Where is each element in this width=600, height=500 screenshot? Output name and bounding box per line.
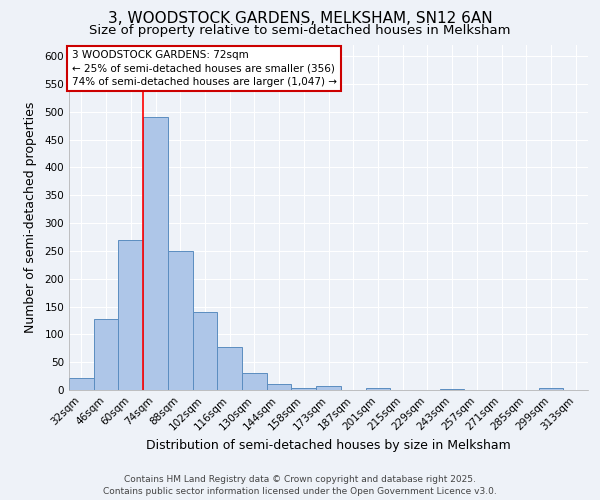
Text: Contains HM Land Registry data © Crown copyright and database right 2025.
Contai: Contains HM Land Registry data © Crown c… bbox=[103, 475, 497, 496]
Bar bbox=[118, 240, 143, 390]
Bar bbox=[440, 389, 464, 390]
Bar bbox=[242, 374, 267, 390]
Bar bbox=[365, 388, 390, 390]
Bar bbox=[69, 378, 94, 390]
Bar bbox=[292, 388, 316, 390]
Bar bbox=[168, 251, 193, 390]
Text: 3, WOODSTOCK GARDENS, MELKSHAM, SN12 6AN: 3, WOODSTOCK GARDENS, MELKSHAM, SN12 6AN bbox=[107, 11, 493, 26]
Bar bbox=[143, 118, 168, 390]
Bar bbox=[193, 312, 217, 390]
Bar bbox=[94, 319, 118, 390]
Text: Size of property relative to semi-detached houses in Melksham: Size of property relative to semi-detach… bbox=[89, 24, 511, 37]
Text: 3 WOODSTOCK GARDENS: 72sqm
← 25% of semi-detached houses are smaller (356)
74% o: 3 WOODSTOCK GARDENS: 72sqm ← 25% of semi… bbox=[71, 50, 337, 86]
Bar bbox=[217, 346, 242, 390]
Bar bbox=[267, 384, 292, 390]
Bar bbox=[316, 386, 341, 390]
Y-axis label: Number of semi-detached properties: Number of semi-detached properties bbox=[25, 102, 37, 333]
X-axis label: Distribution of semi-detached houses by size in Melksham: Distribution of semi-detached houses by … bbox=[146, 438, 511, 452]
Bar bbox=[539, 388, 563, 390]
